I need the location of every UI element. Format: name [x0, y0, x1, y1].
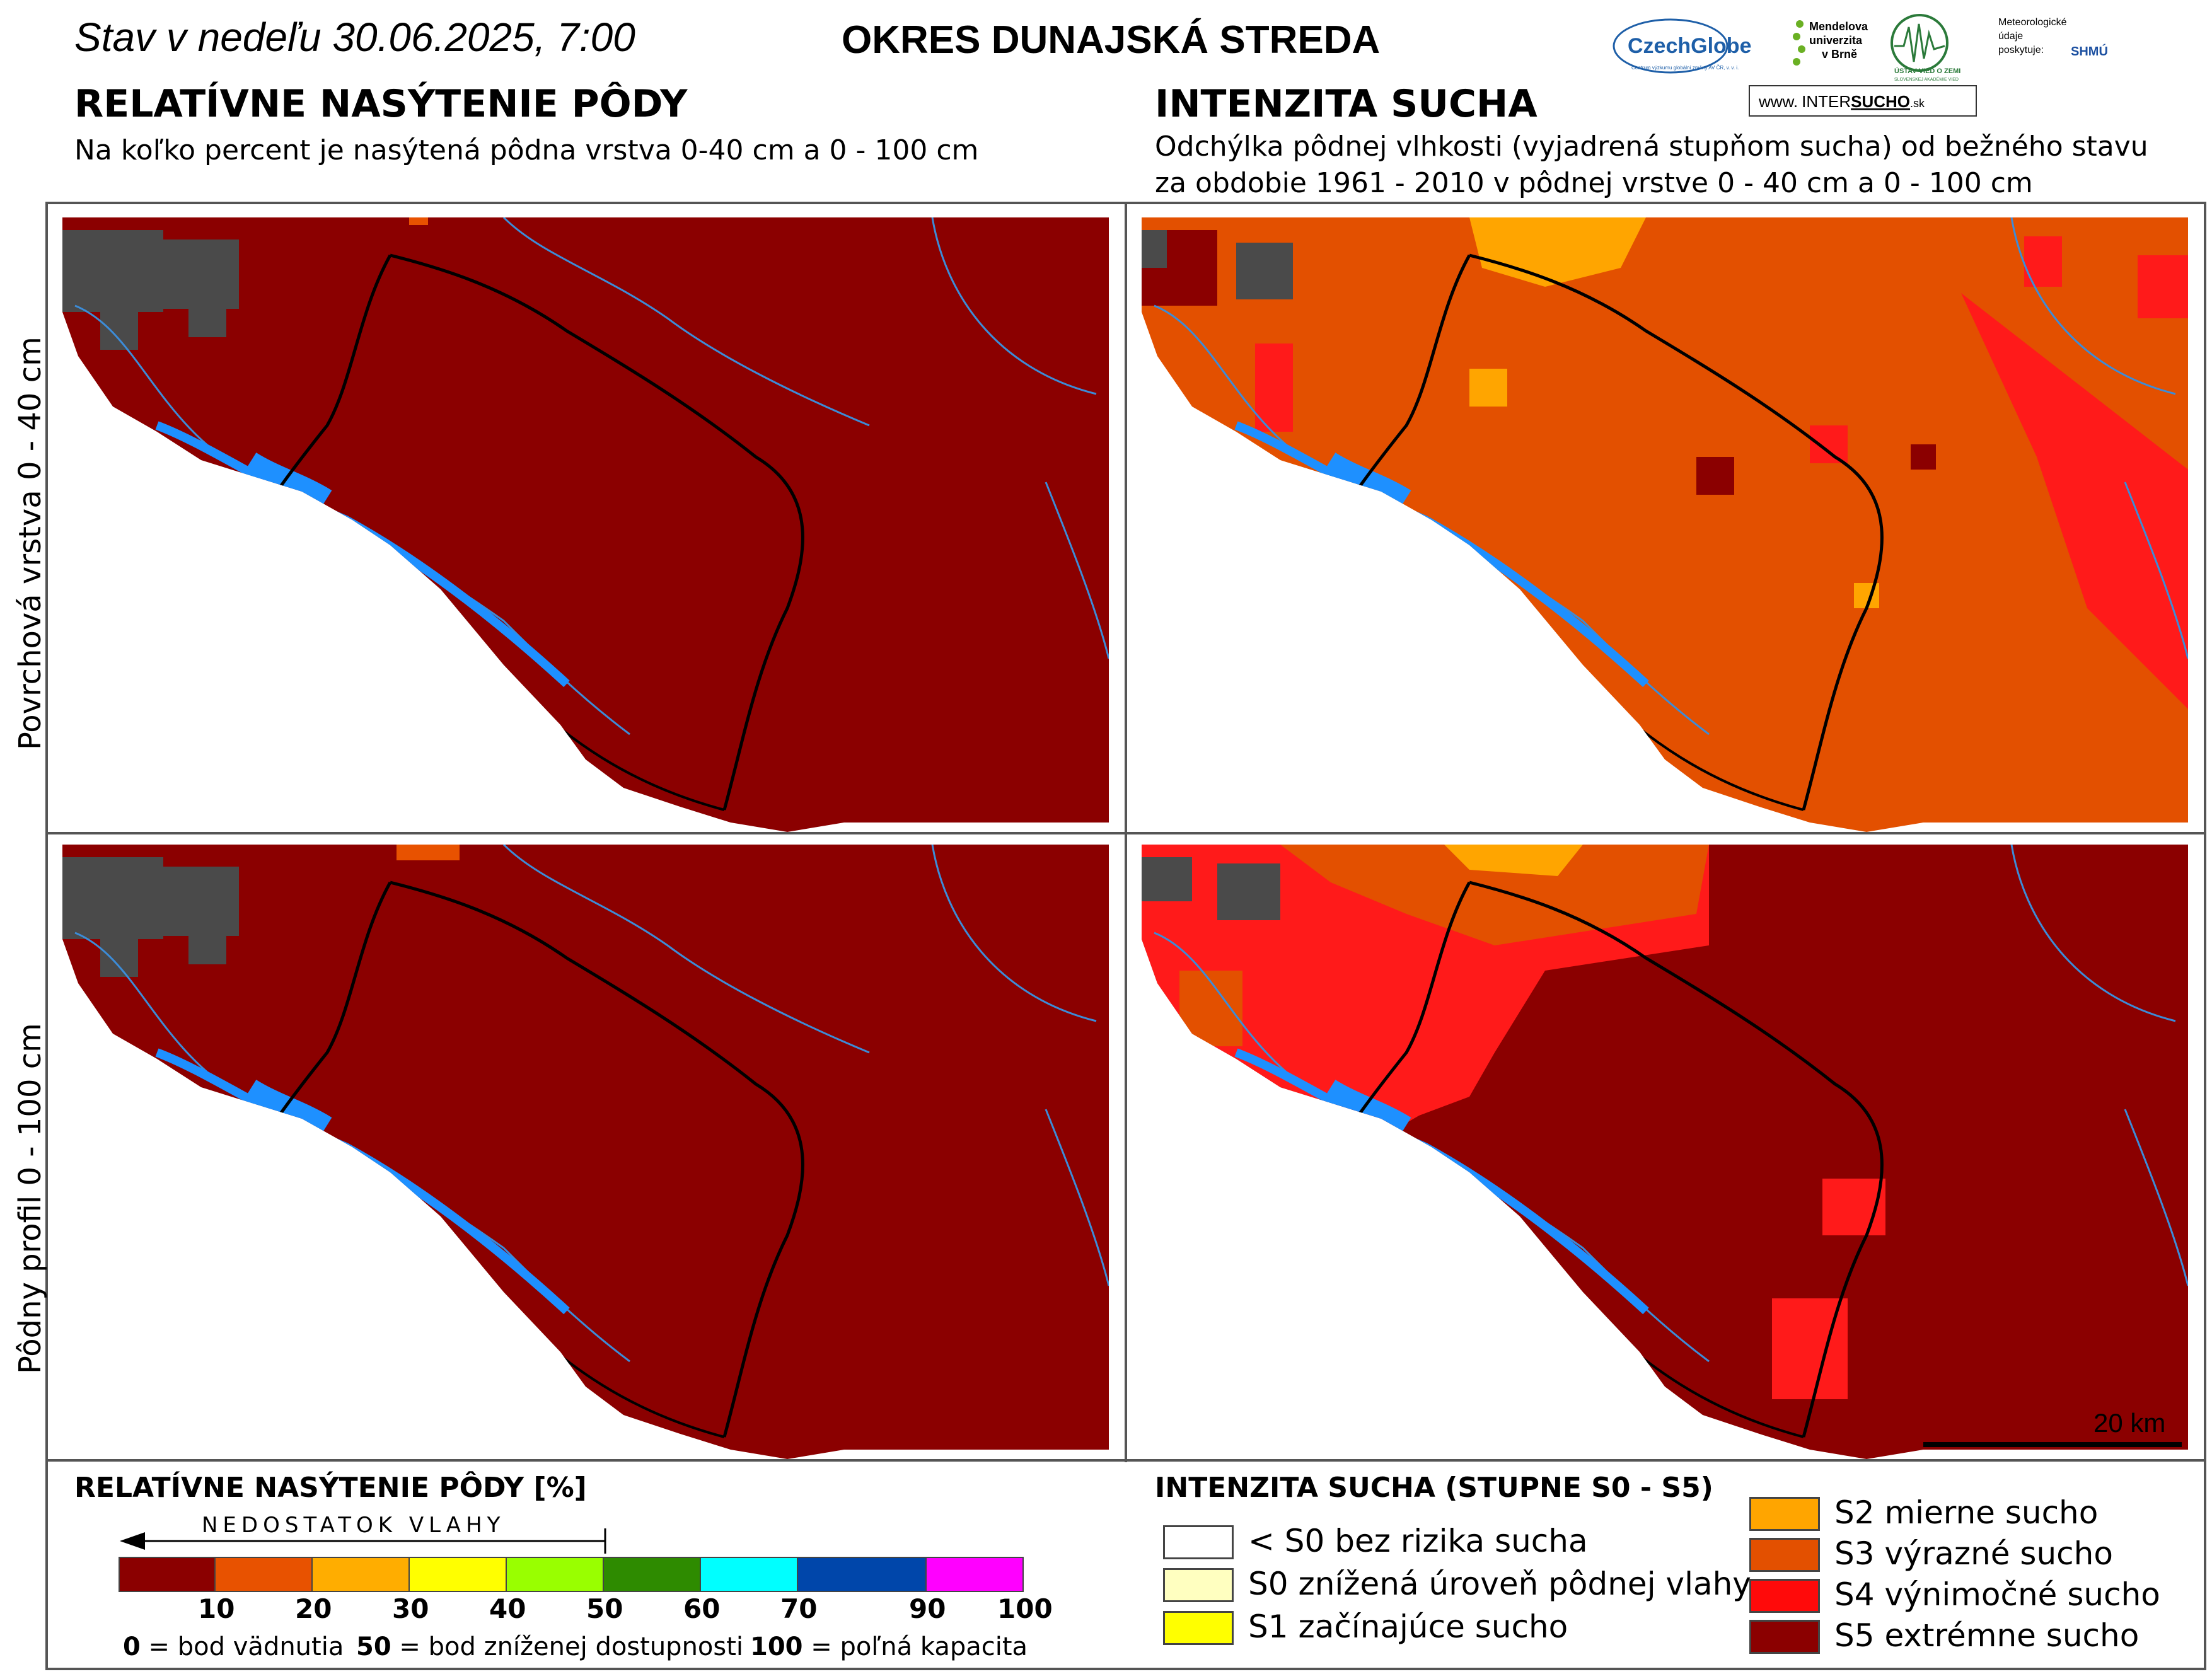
drought-legend-title: INTENZITA SUCHA (STUPNE S0 - S5) [1155, 1472, 1713, 1504]
drought-legend-label: S0 znížená úroveň pôdnej vlahy [1248, 1566, 1751, 1602]
uvz-logo-text: ÚSTAV VIED O ZEMI [1894, 67, 1960, 75]
drought-legend-swatch [1163, 1568, 1234, 1602]
district-title: OKRES DUNAJSKÁ STREDA [842, 18, 1381, 62]
colorbar-tick-label: 100 [997, 1593, 1053, 1624]
right-section-subtitle-1: Odchýlka pôdnej vlhkosti (vyjadrená stup… [1155, 130, 2148, 163]
note-field-capacity: 100 = poľná kapacita [750, 1632, 1028, 1661]
right-section-title: INTENZITA SUCHA [1155, 82, 1537, 126]
right-section-subtitle-2: za obdobie 1961 - 2010 v pôdnej vrstve 0… [1155, 167, 2033, 199]
arrow-label: NEDOSTATOK VLAHY [202, 1513, 506, 1538]
colorbar-cell [313, 1557, 410, 1592]
left-section-subtitle: Na koľko percent je nasýtená pôdna vrstv… [74, 134, 979, 166]
logos: CzechGlobe Centrum výzkumu globální změn… [1613, 14, 2108, 117]
colorbar-tick-label: 50 [586, 1593, 623, 1624]
s2-areas [1469, 217, 1879, 608]
meteo-line-2: údaje [1998, 31, 2023, 42]
colorbar-cell [927, 1557, 1024, 1592]
colorbar-cell [410, 1557, 507, 1592]
drought-legend-swatch [1749, 1497, 1820, 1531]
drought-legend-label: S2 mierne sucho [1834, 1494, 2099, 1531]
mendel-dots-icon [1793, 20, 1805, 66]
drought-legend-swatch [1163, 1611, 1234, 1645]
drought-legend-swatch [1163, 1525, 1234, 1559]
colorbar-cell [119, 1557, 216, 1592]
saturation-legend-title: RELATÍVNE NASÝTENIE PÔDY [%] [74, 1472, 587, 1504]
shmu-logo: SHMÚ [2071, 43, 2108, 59]
czechglobe-subtitle: Centrum výzkumu globální změny AV ČR, v.… [1631, 65, 1739, 71]
row-label-top: Povrchová vrstva 0 - 40 cm [13, 337, 48, 750]
grid-horizontal-divider-1 [45, 832, 2206, 834]
colorbar-tick-label: 70 [780, 1593, 818, 1624]
arrow-icon [120, 1528, 606, 1554]
drought-legend-label: S3 výrazné sucho [1834, 1535, 2113, 1572]
note-reduced-availability: 50 = bod zníženej dostupnosti [356, 1632, 744, 1661]
map-saturation-0-40 [62, 217, 1109, 832]
colorbar-tick-label: 40 [489, 1593, 526, 1624]
district-boundary [1469, 880, 1884, 1438]
colorbar-cell [604, 1557, 701, 1592]
left-section-title: RELATÍVNE NASÝTENIE PÔDY [74, 82, 688, 126]
drought-legend-swatch [1749, 1579, 1820, 1613]
map-saturation-0-100 [62, 845, 1109, 1459]
scale-bar-label: 20 km [2093, 1408, 2165, 1438]
drought-legend-label: S4 výnimočné sucho [1834, 1576, 2160, 1613]
intersucho-logo: www. INTERSUCHO.sk [1758, 92, 1925, 111]
colorbar-cell [798, 1557, 927, 1592]
s4-areas [1255, 236, 2188, 709]
drought-legend-label: S5 extrémne sucho [1834, 1617, 2140, 1654]
mendel-line-3: v Brně [1822, 48, 1857, 61]
scale-bar [1923, 1442, 2182, 1447]
colorbar-tick-label: 30 [392, 1593, 429, 1624]
intersucho-box [1749, 85, 1977, 117]
row-label-bottom: Pôdny profil 0 - 100 cm [13, 1023, 48, 1374]
colorbar-cell [701, 1557, 798, 1592]
colorbar-tick-label: 60 [683, 1593, 721, 1624]
uvz-logo-subtitle: SLOVENSKEJ AKADÉMIE VIED [1894, 76, 1959, 82]
urban-areas [62, 230, 239, 350]
drought-legend-label: < S0 bez rizika sucha [1248, 1523, 1588, 1559]
czechglobe-logo: CzechGlobe [1628, 34, 1751, 58]
meteo-line-3: poskytuje: [1998, 45, 2044, 55]
colorbar-border [119, 1557, 1024, 1592]
map-drought-0-40 [1142, 217, 2188, 832]
map-drought-0-100: 20 km [1142, 845, 2188, 1459]
district-boundary [1469, 253, 1884, 811]
colorbar-cell [216, 1557, 313, 1592]
mendel-line-2: univerzita [1809, 34, 1863, 47]
drought-legend-swatch [1749, 1620, 1820, 1654]
colorbar-cell [507, 1557, 604, 1592]
colorbar-tick-label: 20 [295, 1593, 332, 1624]
grid-horizontal-divider-2 [45, 1459, 2206, 1462]
district-boundary [390, 880, 804, 1438]
district-boundary [390, 253, 804, 811]
date-label: Stav v nedeľu 30.06.2025, 7:00 [74, 14, 635, 60]
drought-legend-label: S1 začínajúce sucho [1248, 1608, 1568, 1645]
meteo-line-1: Meteorologické [1998, 17, 2067, 28]
colorbar-tick-label: 90 [909, 1593, 946, 1624]
note-wilting-point: 0 = bod vädnutia [123, 1632, 344, 1661]
colorbar-tick-label: 10 [198, 1593, 235, 1624]
seismograph-icon [1891, 14, 1949, 72]
mendel-line-1: Mendelova [1809, 20, 1868, 33]
drought-legend-swatch [1749, 1538, 1820, 1572]
